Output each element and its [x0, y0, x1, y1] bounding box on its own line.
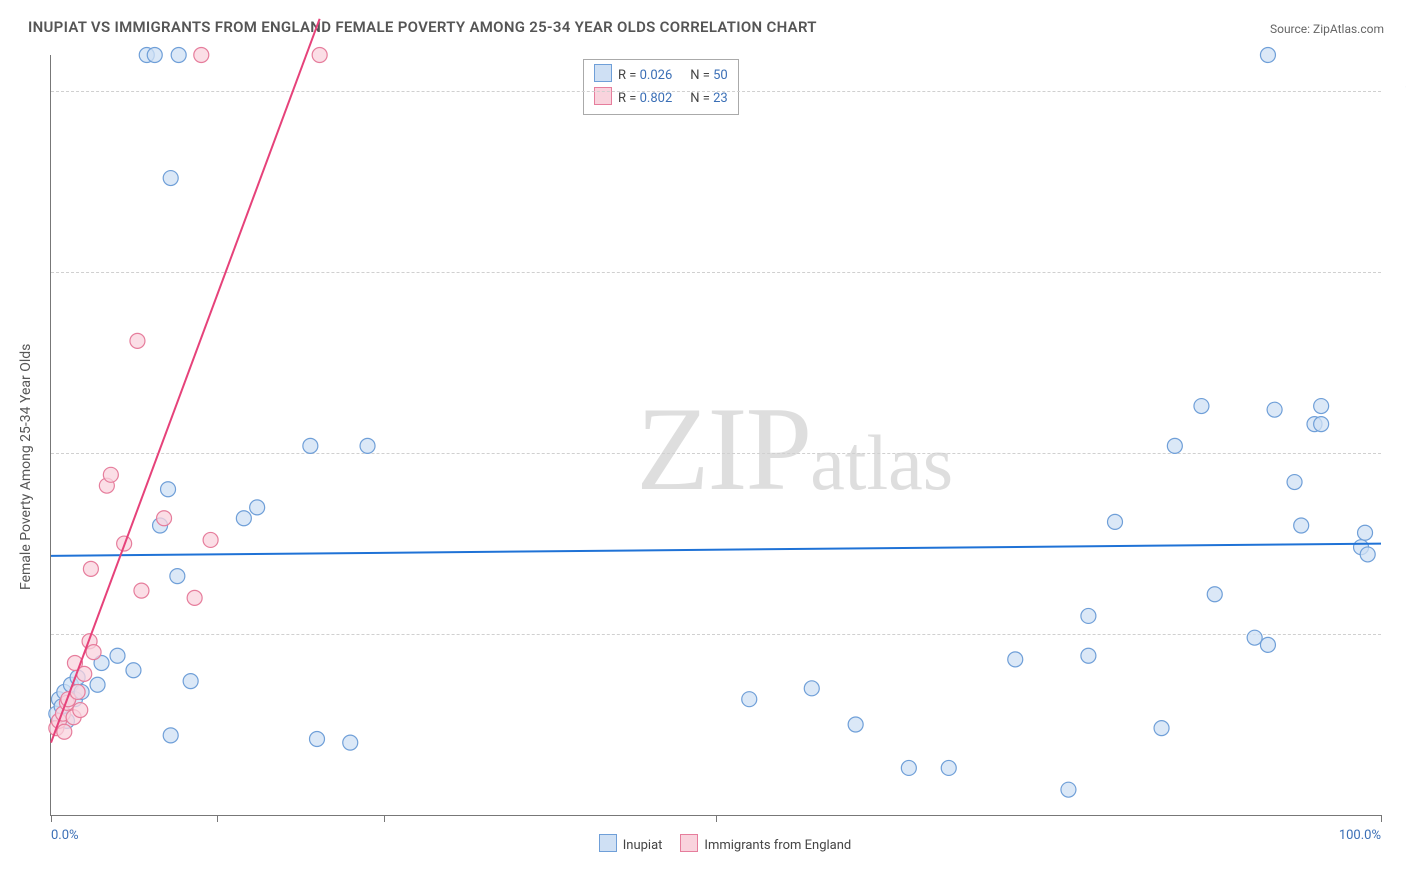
scatter-plot: ZIPatlas R = 0.026N = 50R = 0.802N = 23 …: [50, 55, 1381, 816]
data-point: [1167, 438, 1182, 453]
data-point: [360, 438, 375, 453]
data-point: [250, 500, 265, 515]
data-point: [312, 48, 327, 63]
data-point: [1358, 525, 1373, 540]
y-tick-label: 50.0%: [1391, 446, 1406, 461]
data-point: [170, 569, 185, 584]
data-point: [83, 561, 98, 576]
data-point: [103, 467, 118, 482]
data-point: [804, 681, 819, 696]
legend-series: Inupiat Immigrants from England: [51, 834, 1381, 853]
x-tick: [716, 815, 717, 822]
x-tick: [217, 815, 218, 822]
x-tick-label: 100.0%: [1339, 828, 1381, 843]
trend-line: [51, 19, 320, 743]
data-point: [130, 333, 145, 348]
data-point: [742, 692, 757, 707]
data-point: [1267, 402, 1282, 417]
data-point: [163, 171, 178, 186]
data-point: [1194, 399, 1209, 414]
data-point: [901, 760, 916, 775]
data-point: [1061, 782, 1076, 797]
data-point: [90, 677, 105, 692]
legend-swatch: [599, 834, 617, 852]
data-point: [163, 728, 178, 743]
data-point: [1108, 514, 1123, 529]
data-point: [183, 674, 198, 689]
data-point: [187, 590, 202, 605]
chart-source: Source: ZipAtlas.com: [1270, 22, 1384, 36]
data-point: [203, 532, 218, 547]
legend-series-label: Inupiat: [623, 838, 663, 853]
data-point: [161, 482, 176, 497]
data-point: [1260, 637, 1275, 652]
data-point: [236, 511, 251, 526]
y-tick-label: 75.0%: [1391, 265, 1406, 280]
y-axis-label: Female Poverty Among 25-34 Year Olds: [18, 344, 34, 590]
data-point: [1287, 475, 1302, 490]
data-point: [147, 48, 162, 63]
data-point: [343, 735, 358, 750]
data-point: [134, 583, 149, 598]
data-point: [303, 438, 318, 453]
trend-line: [51, 544, 1381, 556]
data-point: [1294, 518, 1309, 533]
data-point: [126, 663, 141, 678]
data-point: [1360, 547, 1375, 562]
data-point: [1247, 630, 1262, 645]
x-tick: [1381, 815, 1382, 822]
y-tick-label: 25.0%: [1391, 627, 1406, 642]
scatter-svg: [51, 55, 1381, 815]
data-point: [1207, 587, 1222, 602]
data-point: [194, 48, 209, 63]
data-point: [1154, 721, 1169, 736]
x-tick: [384, 815, 385, 822]
data-point: [1081, 648, 1096, 663]
data-point: [73, 703, 88, 718]
data-point: [1081, 608, 1096, 623]
data-point: [57, 724, 72, 739]
y-tick-label: 100.0%: [1391, 84, 1406, 99]
legend-series-label: Immigrants from England: [704, 838, 851, 853]
data-point: [1314, 399, 1329, 414]
data-point: [1008, 652, 1023, 667]
data-point: [310, 732, 325, 747]
data-point: [1314, 417, 1329, 432]
data-point: [1260, 48, 1275, 63]
data-point: [171, 48, 186, 63]
x-tick-label: 0.0%: [51, 828, 79, 843]
legend-swatch: [680, 834, 698, 852]
chart-title: INUPIAT VS IMMIGRANTS FROM ENGLAND FEMAL…: [28, 18, 817, 36]
data-point: [110, 648, 125, 663]
data-point: [941, 760, 956, 775]
data-point: [848, 717, 863, 732]
data-point: [157, 511, 172, 526]
x-tick: [51, 815, 52, 822]
data-point: [86, 645, 101, 660]
